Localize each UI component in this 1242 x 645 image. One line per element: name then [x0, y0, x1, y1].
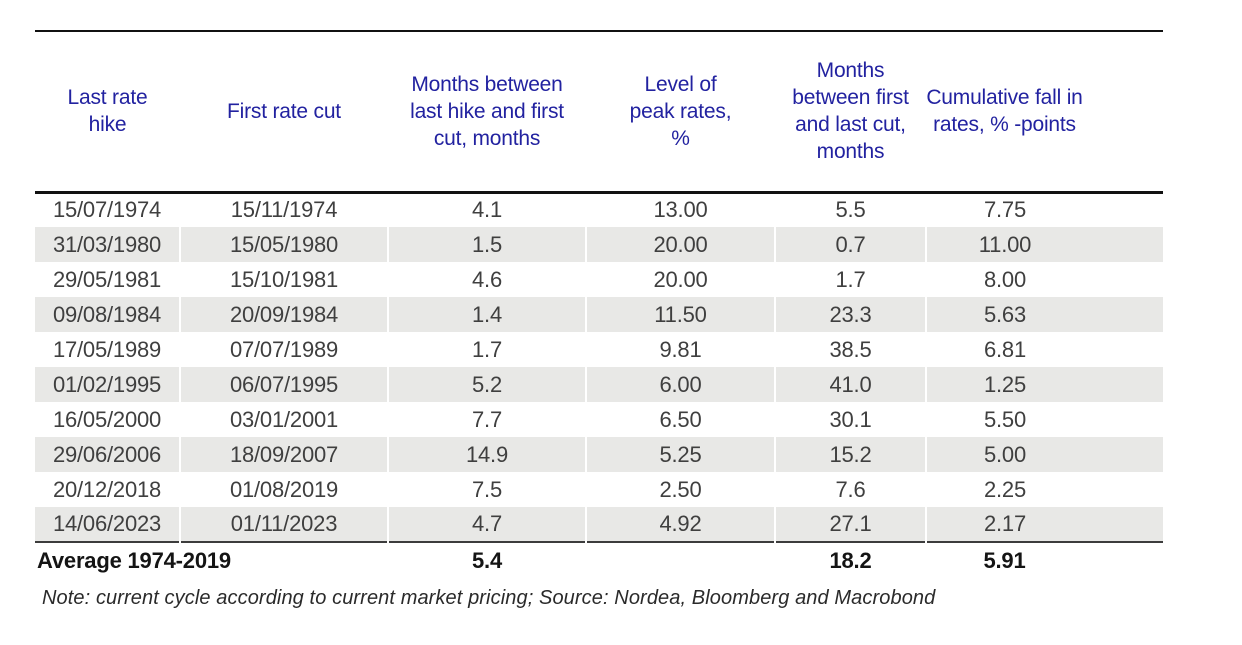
average-level-of-peak-rates [586, 541, 775, 578]
table-row: 09/08/1984 20/09/1984 1.4 11.50 23.3 5.63 [35, 297, 1163, 332]
table-cell: 01/08/2019 [179, 472, 388, 507]
table-footer: Average 1974-2019 5.4 18.2 5.91 [35, 541, 1163, 578]
table-cell: 14/06/2023 [52, 511, 162, 536]
table-cell: 20.00 [585, 227, 775, 262]
table-cell: 38.5 [774, 332, 926, 367]
table-cell: 20/12/2018 [52, 476, 162, 502]
table-cell: 1.5 [387, 227, 586, 262]
column-header-level-of-peak-rates: Level of peak rates, % [586, 31, 775, 194]
table-cell: 2.17 [925, 507, 1163, 542]
column-header-months-between-first-last-cut: Months between first and last cut, month… [775, 31, 926, 194]
table-row: 01/02/1995 06/07/1995 5.2 6.00 41.0 1.25 [35, 367, 1163, 402]
table-cell: 4.6 [387, 262, 586, 297]
table-cell: 5.25 [585, 437, 775, 472]
table-cell: 13.00 [585, 192, 775, 227]
table-cell: 31/03/1980 [52, 231, 162, 257]
table-cell: 5.00 [925, 437, 1163, 472]
table-cell: 14.9 [387, 437, 586, 472]
column-header-cumulative-fall: Cumulative fall in rates, % -points [926, 31, 1163, 194]
table-cell: 1.7 [774, 262, 926, 297]
table-cell: 7.5 [387, 472, 586, 507]
average-row: Average 1974-2019 5.4 18.2 5.91 [35, 541, 1163, 578]
column-header-last-rate-hike: Last rate hike [35, 31, 180, 194]
table-cell: 5.5 [774, 192, 926, 227]
table-cell: 6.50 [585, 402, 775, 437]
table-cell: 29/06/2006 [52, 441, 162, 467]
column-header-first-rate-cut: First rate cut [180, 31, 388, 194]
average-months-between-first-last-cut: 18.2 [775, 541, 926, 578]
table-cell: 2.50 [585, 472, 775, 507]
table-cell: 2.25 [925, 472, 1163, 507]
table-cell: 15/07/1974 [52, 197, 162, 223]
table-cell: 17/05/1989 [52, 336, 162, 362]
table-cell: 6.81 [925, 332, 1163, 367]
table-cell: 1.7 [387, 332, 586, 367]
table-cell: 27.1 [774, 507, 926, 542]
table-cell: 4.7 [387, 507, 586, 542]
table-cell: 23.3 [774, 297, 926, 332]
table-row: 29/05/1981 15/10/1981 4.6 20.00 1.7 8.00 [35, 262, 1163, 297]
table-cell: 16/05/2000 [52, 406, 162, 432]
table-cell: 06/07/1995 [179, 367, 388, 402]
table-cell: 07/07/1989 [179, 332, 388, 367]
source-note: Note: current cycle according to current… [42, 587, 936, 609]
rate-cycles-table: Last rate hike First rate cut Months bet… [35, 30, 1163, 578]
table-cell: 20.00 [585, 262, 775, 297]
table-cell: 6.00 [585, 367, 775, 402]
table-row: 16/05/2000 03/01/2001 7.7 6.50 30.1 5.50 [35, 402, 1163, 437]
table-cell: 15/10/1981 [179, 262, 388, 297]
table-cell: 0.7 [774, 227, 926, 262]
average-months-between-last-hike-first-cut: 5.4 [388, 541, 586, 578]
table-header: Last rate hike First rate cut Months bet… [35, 31, 1163, 194]
table-cell: 01/02/1995 [52, 371, 162, 397]
table-row: 31/03/1980 15/05/1980 1.5 20.00 0.7 11.00 [35, 227, 1163, 262]
table-cell: 15.2 [774, 437, 926, 472]
table-cell: 5.50 [925, 402, 1163, 437]
table-cell: 7.75 [925, 192, 1163, 227]
table-cell: 03/01/2001 [179, 402, 388, 437]
table-cell: 11.50 [585, 297, 775, 332]
table-cell: 15/11/1974 [179, 192, 388, 227]
table-cell: 1.25 [925, 367, 1163, 402]
rate-cycles-table-container: Last rate hike First rate cut Months bet… [35, 30, 1163, 610]
header-row: Last rate hike First rate cut Months bet… [35, 31, 1163, 194]
table-cell: 9.81 [585, 332, 775, 367]
table-cell: 5.2 [387, 367, 586, 402]
table-cell: 20/09/1984 [179, 297, 388, 332]
table-cell: 30.1 [774, 402, 926, 437]
table-cell: 1.4 [387, 297, 586, 332]
table-row: 15/07/1974 15/11/1974 4.1 13.00 5.5 7.75 [35, 192, 1163, 227]
table-row: 17/05/1989 07/07/1989 1.7 9.81 38.5 6.81 [35, 332, 1163, 367]
table-cell: 41.0 [774, 367, 926, 402]
average-label: Average 1974-2019 [35, 541, 388, 578]
column-header-months-between-last-hike-first-cut: Months between last hike and first cut, … [388, 31, 586, 194]
table-cell: 7.6 [774, 472, 926, 507]
table-row: 20/12/2018 01/08/2019 7.5 2.50 7.6 2.25 [35, 472, 1163, 507]
table-cell: 4.1 [387, 192, 586, 227]
table-cell: 18/09/2007 [179, 437, 388, 472]
table-cell: 01/11/2023 [179, 507, 388, 542]
table-cell: 09/08/1984 [52, 301, 162, 327]
table-cell: 8.00 [925, 262, 1163, 297]
table-cell: 4.92 [585, 507, 775, 542]
table-cell: 7.7 [387, 402, 586, 437]
table-row: 29/06/2006 18/09/2007 14.9 5.25 15.2 5.00 [35, 437, 1163, 472]
table-cell: 29/05/1981 [52, 266, 162, 292]
table-row: 14/06/2023 01/11/2023 4.7 4.92 27.1 2.17 [35, 507, 1163, 542]
table-cell: 15/05/1980 [179, 227, 388, 262]
table-cell: 5.63 [925, 297, 1163, 332]
table-cell: 11.00 [925, 227, 1163, 262]
table-body: 15/07/1974 15/11/1974 4.1 13.00 5.5 7.75 31/03… [35, 192, 1163, 542]
average-cumulative-fall: 5.91 [926, 541, 1163, 578]
